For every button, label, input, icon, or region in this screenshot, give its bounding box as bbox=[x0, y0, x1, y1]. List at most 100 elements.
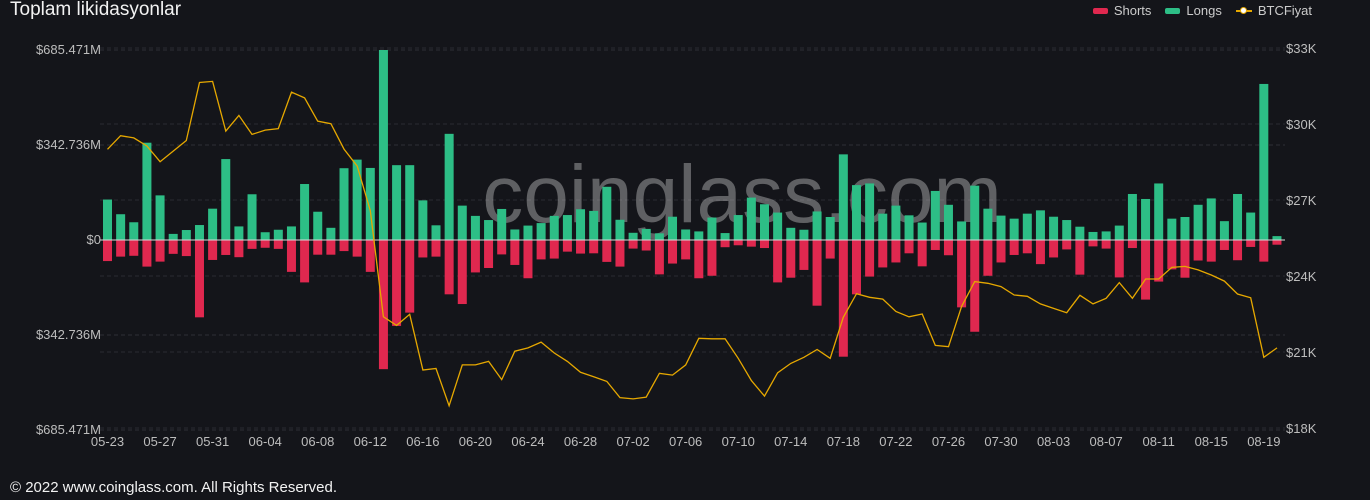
long-bar bbox=[851, 185, 861, 240]
x-axis-tick-label: 06-12 bbox=[354, 434, 387, 449]
long-bar bbox=[1154, 183, 1164, 240]
x-axis-tick-label: 08-15 bbox=[1195, 434, 1228, 449]
long-bar bbox=[418, 200, 428, 240]
long-bar bbox=[628, 232, 638, 240]
short-bar bbox=[983, 240, 993, 276]
long-bar bbox=[194, 225, 204, 240]
short-bar bbox=[917, 240, 927, 267]
legend-label: Longs bbox=[1186, 3, 1222, 18]
long-bar bbox=[760, 204, 769, 240]
long-bar bbox=[431, 225, 441, 240]
short-bar bbox=[1009, 240, 1019, 255]
long-bar bbox=[208, 208, 218, 240]
legend-label: Shorts bbox=[1113, 3, 1152, 18]
long-bar bbox=[878, 213, 888, 240]
short-bar bbox=[681, 240, 691, 260]
long-bar bbox=[799, 229, 809, 240]
short-bar bbox=[1206, 240, 1216, 262]
short-bar bbox=[904, 240, 914, 254]
long-bar bbox=[930, 190, 940, 240]
left-axis-tick-label: $342.736M bbox=[36, 327, 101, 342]
long-bar bbox=[405, 165, 415, 240]
x-axis-tick-label: 07-30 bbox=[984, 434, 1017, 449]
short-bar bbox=[208, 240, 218, 260]
legend-label: BTCFiyat bbox=[1257, 3, 1312, 18]
left-axis-tick-label: $342.736M bbox=[36, 137, 101, 152]
long-bar bbox=[654, 233, 664, 240]
long-bar bbox=[694, 231, 704, 240]
x-axis-tick-label: 07-26 bbox=[932, 434, 965, 449]
long-bar bbox=[825, 216, 835, 240]
long-bar bbox=[562, 215, 572, 240]
x-axis-tick-label: 08-07 bbox=[1090, 434, 1123, 449]
short-bar bbox=[628, 240, 638, 249]
short-bar bbox=[129, 240, 139, 256]
x-axis-tick-label: 06-20 bbox=[459, 434, 492, 449]
copyright-footer: © 2022 www.coinglass.com. All Rights Res… bbox=[10, 479, 338, 496]
shorts-swatch-icon bbox=[1092, 7, 1108, 14]
short-bar bbox=[786, 240, 796, 278]
long-bar bbox=[510, 229, 520, 240]
short-bar bbox=[365, 240, 375, 272]
long-bar bbox=[352, 159, 362, 240]
long-bar bbox=[1075, 226, 1085, 240]
short-bar bbox=[720, 240, 730, 248]
short-bar bbox=[589, 240, 599, 254]
short-bar bbox=[773, 240, 783, 283]
right-axis-tick-label: $30K bbox=[1286, 117, 1317, 132]
x-axis-tick-label: 07-02 bbox=[616, 434, 649, 449]
long-bar bbox=[668, 216, 678, 240]
long-bar bbox=[1127, 193, 1137, 240]
long-bar bbox=[838, 154, 848, 240]
x-axis-tick-label: 06-28 bbox=[564, 434, 597, 449]
short-bar bbox=[523, 240, 533, 279]
long-bar bbox=[1035, 210, 1045, 240]
short-bar bbox=[273, 240, 283, 249]
long-bar bbox=[181, 230, 191, 240]
short-bar bbox=[562, 240, 572, 252]
long-bar bbox=[260, 232, 270, 240]
long-bar bbox=[313, 211, 323, 240]
long-bar bbox=[470, 215, 480, 240]
short-bar bbox=[300, 240, 310, 283]
long-bar bbox=[996, 215, 1006, 240]
short-bar bbox=[825, 240, 835, 259]
x-axis-tick-label: 05-23 bbox=[91, 434, 124, 449]
x-axis-tick-label: 07-10 bbox=[722, 434, 755, 449]
short-bar bbox=[1114, 240, 1124, 278]
short-bar bbox=[326, 240, 336, 255]
short-bar bbox=[733, 240, 743, 246]
short-bar bbox=[865, 240, 875, 277]
short-bar bbox=[957, 240, 967, 308]
short-bar bbox=[431, 240, 441, 257]
short-bar bbox=[181, 240, 191, 257]
chart-title: Toplam likidasyonlar bbox=[10, 0, 182, 20]
short-bar bbox=[392, 240, 402, 326]
legend-btc-price[interactable]: BTCFiyat bbox=[1235, 3, 1312, 18]
legend-longs[interactable]: Longs bbox=[1165, 3, 1222, 18]
short-bar bbox=[352, 240, 362, 257]
short-bar bbox=[536, 240, 546, 260]
long-bar bbox=[733, 215, 743, 240]
short-bar bbox=[1062, 240, 1072, 250]
long-bar bbox=[1272, 236, 1282, 240]
long-bar bbox=[1206, 198, 1216, 240]
long-bar bbox=[720, 233, 730, 240]
long-bar bbox=[549, 215, 559, 240]
x-axis-tick-label: 05-31 bbox=[196, 434, 229, 449]
short-bar bbox=[286, 240, 296, 272]
long-bar bbox=[1088, 231, 1098, 240]
right-axis-tick-label: $33K bbox=[1286, 41, 1317, 56]
legend-shorts[interactable]: Shorts bbox=[1092, 3, 1152, 18]
short-bar bbox=[930, 240, 940, 250]
short-bar bbox=[891, 240, 901, 263]
short-bar bbox=[194, 240, 204, 318]
long-bar bbox=[576, 209, 586, 240]
short-bar bbox=[1049, 240, 1059, 258]
short-bar bbox=[1167, 240, 1177, 270]
short-bar bbox=[444, 240, 454, 295]
short-bar bbox=[418, 240, 428, 258]
short-bar bbox=[339, 240, 349, 252]
liquidation-chart: coinglass.com $685.471M$342.736M$0$342.7… bbox=[36, 41, 1317, 449]
long-bar bbox=[773, 212, 783, 240]
